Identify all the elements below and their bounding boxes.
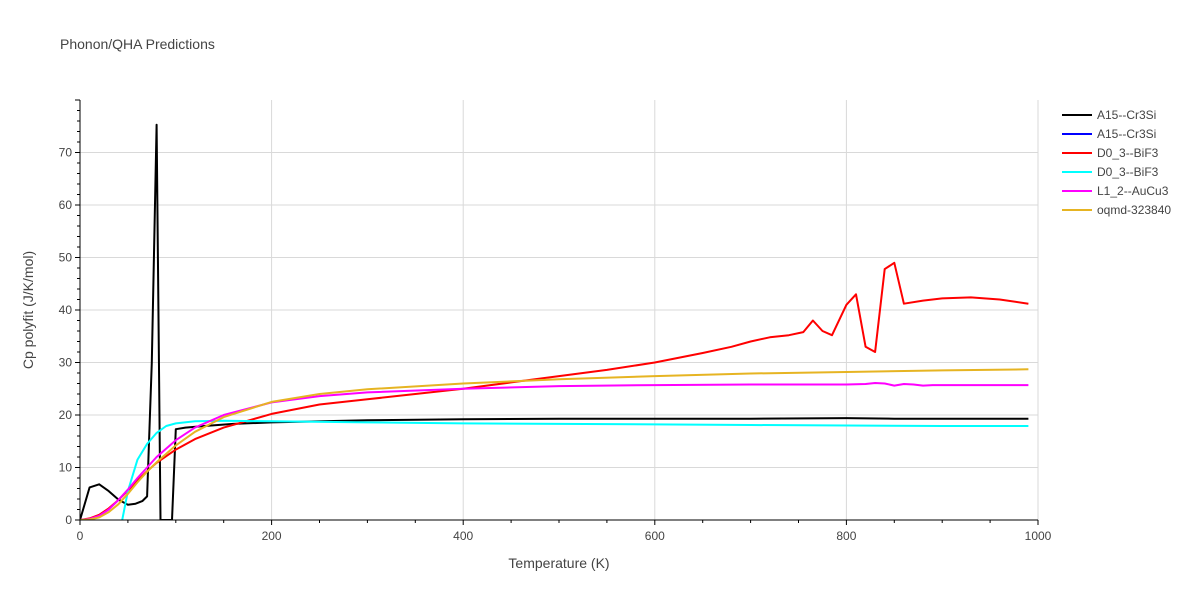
y-tick-label: 10 (59, 461, 73, 475)
y-tick-label: 60 (59, 198, 73, 212)
y-tick-label: 0 (65, 513, 72, 527)
legend-item[interactable]: oqmd-323840 (1062, 203, 1171, 217)
series-line-3 (121, 419, 1029, 520)
x-axis-title: Temperature (K) (508, 555, 609, 571)
legend-item[interactable]: D0_3--BiF3 (1062, 146, 1159, 160)
series-line-5 (80, 368, 1029, 520)
legend[interactable]: A15--Cr3Si A15--Cr3Si D0_3--BiF3 D0_3--BiF3… (1062, 108, 1171, 217)
x-tick-label: 200 (262, 529, 282, 543)
legend-label: D0_3--BiF3 (1097, 165, 1159, 179)
series-line-4 (80, 382, 1029, 520)
grid-lines (80, 100, 1039, 520)
legend-item[interactable]: D0_3--BiF3 (1062, 165, 1159, 179)
y-tick-label: 20 (59, 408, 73, 422)
axes: 0 200 400 600 800 1000 0 10 20 30 40 50 60 70 (59, 99, 1052, 543)
legend-item[interactable]: A15--Cr3Si (1062, 108, 1156, 122)
x-tick-label: 800 (836, 529, 856, 543)
y-tick-label: 30 (59, 356, 73, 370)
y-tick-label: 40 (59, 303, 73, 317)
series-line-0 (80, 123, 1029, 520)
x-tick-label: 600 (645, 529, 665, 543)
y-axis-title: Cp polyfit (J/K/mol) (20, 251, 36, 369)
legend-item[interactable]: L1_2--AuCu3 (1062, 184, 1169, 198)
plot-area (80, 123, 1029, 520)
x-tick-label: 400 (453, 529, 473, 543)
x-tick-label: 0 (77, 529, 84, 543)
y-tick-label: 50 (59, 251, 73, 265)
legend-label: D0_3--BiF3 (1097, 146, 1159, 160)
chart-title: Phonon/QHA Predictions (60, 36, 215, 52)
legend-item[interactable]: A15--Cr3Si (1062, 127, 1156, 141)
x-tick-label: 1000 (1025, 529, 1052, 543)
legend-label: A15--Cr3Si (1097, 108, 1156, 122)
series-line-2 (80, 261, 1029, 520)
legend-label: L1_2--AuCu3 (1097, 184, 1169, 198)
y-tick-label: 70 (59, 146, 73, 160)
legend-label: A15--Cr3Si (1097, 127, 1156, 141)
legend-label: oqmd-323840 (1097, 203, 1171, 217)
